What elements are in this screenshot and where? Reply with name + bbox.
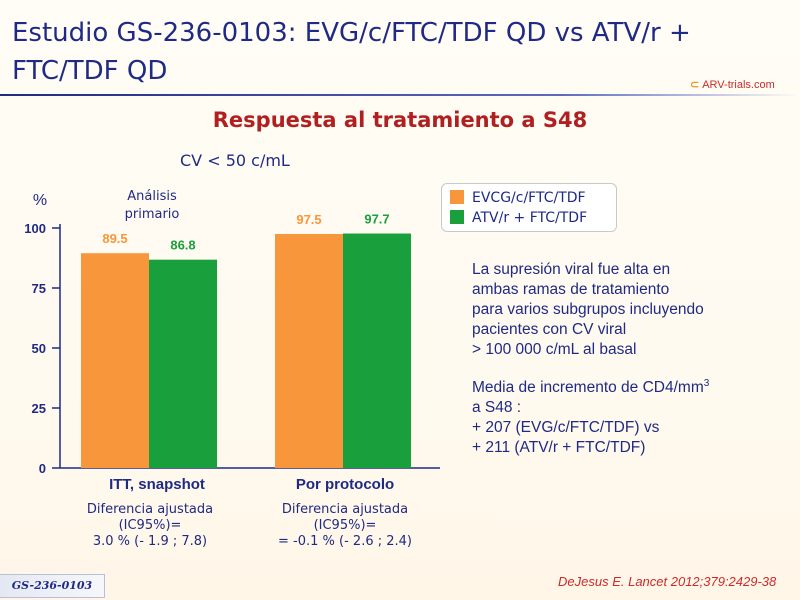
- y-tick-label: 0: [39, 461, 46, 476]
- chart-legend: EVCG/c/FTC/TDF ATV/r + FTC/TDF: [441, 183, 617, 232]
- bar: [81, 253, 149, 468]
- note-cd4-superscript: 3: [703, 378, 710, 389]
- legend-label-evcg: EVCG/c/FTC/TDF: [472, 190, 586, 206]
- arv-trials-logo: ⊂ ARV-trials.com: [690, 78, 775, 91]
- logo-mark-icon: ⊂: [690, 79, 700, 91]
- difference-protocol: Diferencia ajustada (IC95%)= = -0.1 % (-…: [278, 502, 412, 549]
- bar-value-label: 86.8: [170, 238, 195, 253]
- bar-value-label: 97.5: [296, 212, 321, 227]
- note-viral-suppression: La supresión viral fue alta en ambas ram…: [472, 261, 704, 358]
- legend-swatch-atvr: [450, 210, 464, 224]
- legend-swatch-evcg: [450, 190, 464, 204]
- y-axis-label: %: [33, 192, 47, 209]
- notes-panel: La supresión viral fue alta en ambas ram…: [472, 260, 792, 458]
- note-cd4-text: Media de incremento de CD4/mm: [472, 379, 704, 397]
- legend-item-evcg: EVCG/c/FTC/TDF: [450, 190, 586, 206]
- primary-analysis-annotation: Análisis primario: [125, 189, 180, 222]
- note-cd4-increase: Media de incremento de CD4/mm3 a S48 : +…: [472, 374, 792, 458]
- study-id-badge: GS-236-0103: [0, 574, 105, 598]
- slide-subtitle: Respuesta al tratamiento a S48: [212, 108, 588, 132]
- bar-value-label: 97.7: [364, 212, 389, 227]
- slide-title: Estudio GS-236-0103: EVG/c/FTC/TDF QD vs…: [12, 18, 691, 86]
- y-tick-label: 25: [32, 401, 46, 416]
- bar-value-label: 89.5: [102, 231, 127, 246]
- legend-label-atvr: ATV/r + FTC/TDF: [472, 210, 588, 226]
- note-cd4-values: a S48 : + 207 (EVG/c/FTC/TDF) vs + 211 (…: [472, 399, 660, 457]
- y-tick-label: 75: [32, 281, 46, 296]
- y-tick-label: 100: [24, 221, 46, 236]
- logo-text: ARV-trials.com: [702, 79, 775, 91]
- citation: DeJesus E. Lancet 2012;379:2429-38: [558, 574, 777, 589]
- legend-item-atvr: ATV/r + FTC/TDF: [450, 210, 587, 226]
- bar: [149, 259, 217, 468]
- category-label-protocol: Por protocolo: [295, 476, 395, 493]
- y-tick-label: 50: [32, 341, 46, 356]
- cv-threshold-label: CV < 50 c/mL: [180, 151, 290, 170]
- bar: [275, 234, 343, 468]
- bar: [343, 233, 411, 468]
- title-underline: [0, 94, 800, 96]
- difference-itt: Diferencia ajustada (IC95%)= 3.0 % (- 1.…: [86, 502, 214, 549]
- category-label-itt: ITT, snapshot: [109, 476, 205, 493]
